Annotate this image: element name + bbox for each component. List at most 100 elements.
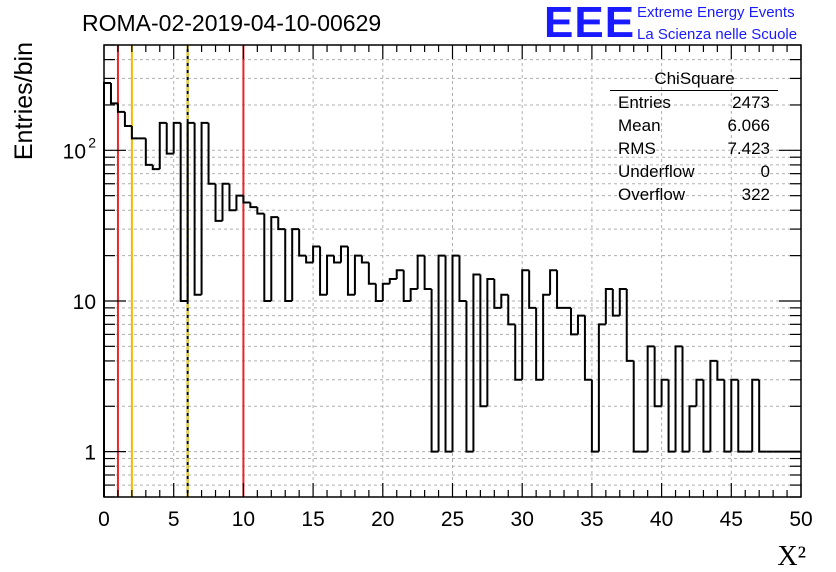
histogram-bin — [493, 278, 502, 309]
histogram-bin — [451, 254, 460, 452]
histogram-bin — [430, 289, 439, 453]
histogram-bin — [653, 346, 662, 408]
stat-row-mean: Mean 6.066 — [618, 116, 770, 136]
histogram-bin — [186, 121, 195, 301]
histogram-bin — [374, 283, 383, 302]
histogram-bin — [507, 294, 516, 326]
y-tick-label: 1 — [84, 442, 96, 465]
stat-label: Mean — [618, 116, 661, 135]
stat-value: 7.423 — [727, 139, 770, 158]
histogram-bin — [737, 379, 746, 453]
histogram-bin — [319, 246, 328, 296]
stat-row-underflow: Underflow 0 — [618, 162, 770, 182]
histogram-bin — [625, 289, 634, 362]
histogram-bin — [242, 195, 251, 204]
histogram-bin — [263, 213, 272, 302]
histogram-bin — [305, 255, 314, 264]
histogram-bin — [409, 288, 418, 301]
x-tick-label: 25 — [441, 508, 464, 531]
histogram-bin — [723, 379, 732, 453]
histogram-bin — [569, 307, 578, 336]
histogram-bin — [339, 245, 348, 263]
histogram-bin — [416, 254, 425, 290]
histogram-bin — [556, 270, 565, 309]
histogram-bin — [270, 216, 279, 301]
x-tick-label: 15 — [301, 508, 324, 531]
histogram-bin — [151, 164, 160, 171]
histogram-bin — [632, 360, 641, 453]
histogram-bin — [646, 345, 655, 452]
x-tick-label: 45 — [720, 508, 743, 531]
histogram-bin — [486, 277, 495, 407]
histogram-bin — [103, 81, 111, 497]
histogram-bin — [165, 122, 174, 155]
histogram-bin — [130, 125, 139, 140]
histogram-bin — [618, 288, 627, 316]
x-tick-label: 0 — [98, 508, 110, 531]
histogram-bin — [235, 194, 244, 211]
x-tick-label: 50 — [789, 508, 812, 531]
histogram-bin — [256, 207, 265, 215]
histogram-bin — [353, 254, 362, 295]
histogram-bin — [500, 293, 509, 308]
run-title: ROMA-02-2019-04-10-00629 — [82, 10, 382, 36]
histogram-bin — [521, 269, 530, 380]
stats-title: ChiSquare — [654, 69, 735, 88]
histogram-bin — [542, 293, 551, 380]
histogram-bin — [249, 202, 258, 209]
x-tick-label: 10 — [232, 508, 255, 531]
histogram-bin — [611, 289, 620, 317]
histogram-bin — [709, 359, 718, 452]
org-name: Extreme Energy Events — [637, 4, 795, 21]
histogram-bin — [535, 307, 544, 381]
stat-row-overflow: Overflow 322 — [618, 185, 770, 205]
histogram-bin — [221, 182, 230, 221]
histogram-bin — [402, 270, 411, 302]
histogram-bin — [158, 121, 167, 170]
histogram-bin — [109, 82, 118, 105]
org-subtitle: La Scienza nelle Scuole — [637, 26, 798, 43]
histogram-bin — [479, 274, 488, 408]
stat-row-entries: Entries 2473 — [618, 93, 770, 113]
x-axis-label: X² — [777, 541, 806, 572]
histogram-bin — [346, 246, 355, 296]
y-tick-label-exponent: 2 — [88, 134, 96, 150]
histogram-bin — [298, 229, 307, 257]
histogram-bin — [291, 228, 300, 301]
histogram-bin — [458, 255, 467, 302]
histogram-bin — [681, 346, 690, 453]
stat-label: Overflow — [618, 185, 686, 204]
histogram-bin — [333, 255, 341, 264]
histogram-bin — [604, 288, 613, 325]
histogram-bin — [284, 229, 293, 302]
histogram-bin — [312, 245, 321, 263]
histogram-bin — [444, 255, 453, 453]
histogram-bin — [702, 379, 711, 453]
histogram-bin — [667, 379, 676, 453]
stat-row-rms: RMS 7.423 — [618, 139, 770, 159]
x-tick-label: 20 — [371, 508, 394, 531]
stat-label: RMS — [618, 139, 656, 158]
y-tick-label: 10 — [63, 140, 86, 163]
histogram-bin — [200, 121, 209, 295]
x-tick-label: 35 — [580, 508, 603, 531]
histogram-bin — [360, 255, 369, 264]
histogram-bin — [367, 262, 376, 285]
histogram-bin — [437, 254, 446, 452]
y-axis-label: Entries/bin — [10, 42, 38, 160]
histogram-bin — [730, 378, 739, 452]
histogram-bin — [179, 122, 188, 302]
x-tick-label: 40 — [650, 508, 673, 531]
histogram-bin — [514, 324, 523, 381]
histogram-bin — [597, 323, 606, 452]
histogram-bin — [116, 103, 125, 113]
histogram-bin — [395, 269, 404, 279]
stats-divider — [610, 90, 778, 91]
histogram-bin — [695, 378, 704, 407]
stat-value: 2473 — [732, 93, 770, 112]
histogram-bin — [144, 138, 153, 166]
histogram-bin — [326, 254, 335, 295]
histogram-bin — [214, 183, 223, 222]
